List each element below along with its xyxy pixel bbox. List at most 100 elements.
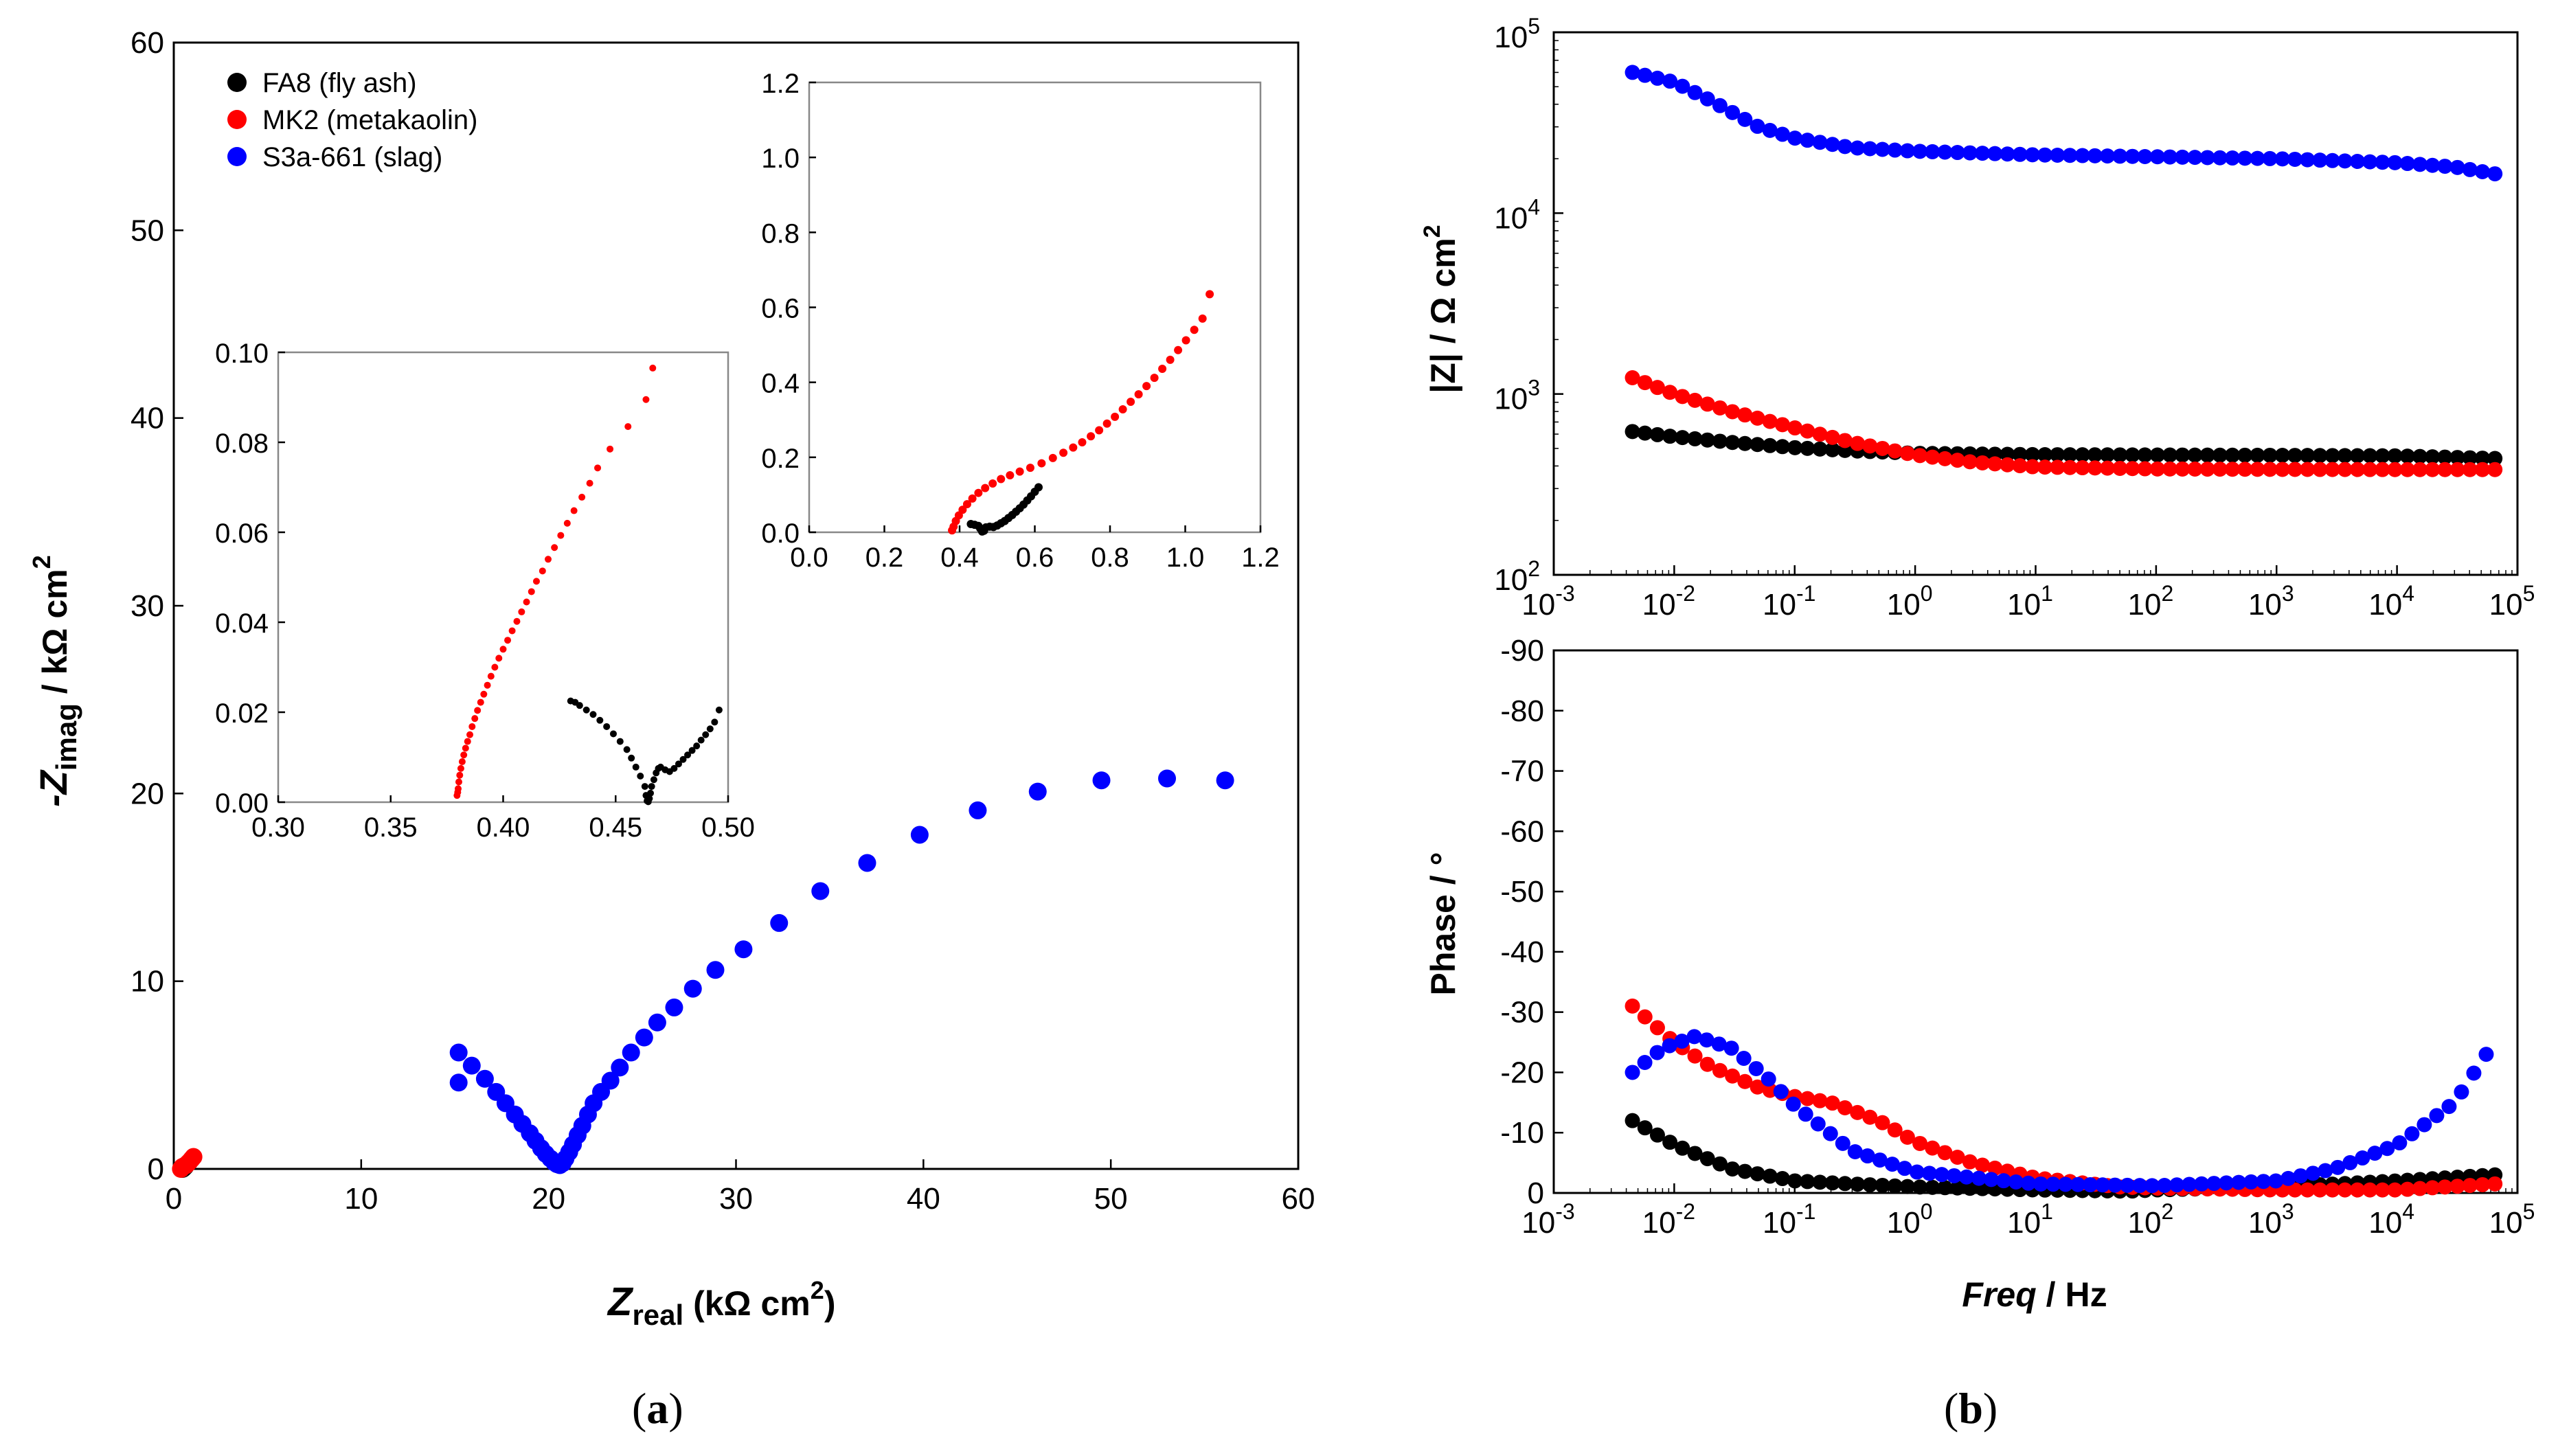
point-s3a-661-slag bbox=[2404, 1126, 2420, 1141]
point-fa8-fly-ash bbox=[670, 764, 678, 772]
point-mk2-metakaolin bbox=[2487, 462, 2503, 477]
point-mk2-metakaolin bbox=[460, 751, 468, 759]
point-s3a-661-slag bbox=[2324, 152, 2340, 168]
point-mk2-metakaolin bbox=[2087, 460, 2103, 476]
point-s3a-661-slag bbox=[770, 913, 789, 932]
point-mk2-metakaolin bbox=[1912, 1135, 1928, 1151]
y-tick-label: -40 bbox=[1500, 935, 1544, 969]
point-s3a-661-slag bbox=[2375, 155, 2390, 170]
point-s3a-661-slag bbox=[1092, 771, 1111, 790]
point-fa8-fly-ash bbox=[632, 763, 640, 771]
point-fa8-fly-ash bbox=[2050, 447, 2065, 463]
point-s3a-661-slag bbox=[2293, 1168, 2309, 1184]
point-fa8-fly-ash bbox=[1787, 1173, 1803, 1189]
point-fa8-fly-ash bbox=[684, 751, 692, 759]
point-s3a-661-slag bbox=[1686, 1029, 1702, 1045]
point-mk2-metakaolin bbox=[480, 690, 488, 698]
inset-large-ticks: 0.0 0.2 0.4 0.6 0.8 1.0 1.2 0.0 0.2 0.4 0.6 0.8 1.0 1… bbox=[761, 69, 1279, 573]
point-s3a-661-slag bbox=[1850, 140, 1866, 156]
point-s3a-661-slag bbox=[1912, 144, 1928, 159]
point-mk2-metakaolin bbox=[1675, 389, 1690, 405]
point-mk2-metakaolin bbox=[1837, 433, 1853, 448]
point-s3a-661-slag bbox=[1909, 1164, 1925, 1180]
point-mk2-metakaolin bbox=[1166, 355, 1175, 364]
point-s3a-661-slag bbox=[1637, 1055, 1653, 1071]
y-tick-label: 1.2 bbox=[761, 69, 800, 99]
point-fa8-fly-ash bbox=[697, 736, 705, 744]
point-s3a-661-slag bbox=[1711, 1036, 1727, 1052]
point-s3a-661-slag bbox=[1875, 141, 1890, 157]
point-s3a-661-slag bbox=[2012, 146, 2028, 162]
point-mk2-metakaolin bbox=[2362, 462, 2378, 477]
y-tick-label: 105 bbox=[1494, 14, 1540, 54]
point-fa8-fly-ash bbox=[2324, 448, 2340, 464]
point-mk2-metakaolin bbox=[2050, 459, 2065, 475]
point-s3a-661-slag bbox=[2107, 1177, 2123, 1193]
point-mk2-metakaolin bbox=[457, 764, 464, 772]
point-fa8-fly-ash bbox=[2175, 447, 2191, 463]
x-tick-label: 60 bbox=[1282, 1182, 1315, 1216]
point-mk2-metakaolin bbox=[471, 715, 479, 723]
y-tick-label: 40 bbox=[131, 402, 164, 435]
point-mk2-metakaolin bbox=[491, 663, 499, 671]
x-tick-label: 0.8 bbox=[1091, 543, 1129, 573]
point-fa8-fly-ash bbox=[1712, 433, 1728, 449]
point-s3a-661-slag bbox=[1949, 145, 1965, 161]
point-mk2-metakaolin bbox=[2024, 459, 2040, 475]
x-tick-label: 0.2 bbox=[865, 543, 904, 573]
point-mk2-metakaolin bbox=[1150, 374, 1159, 383]
point-fa8-fly-ash bbox=[2425, 449, 2441, 465]
point-fa8-fly-ash bbox=[2462, 450, 2478, 466]
point-s3a-661-slag bbox=[2416, 1117, 2432, 1133]
point-fa8-fly-ash bbox=[603, 723, 611, 730]
point-mk2-metakaolin bbox=[504, 637, 512, 644]
point-s3a-661-slag bbox=[1862, 141, 1878, 157]
point-mk2-metakaolin bbox=[1206, 290, 1214, 299]
point-fa8-fly-ash bbox=[1712, 1156, 1728, 1172]
point-mk2-metakaolin bbox=[1725, 404, 1741, 420]
point-s3a-661-slag bbox=[2392, 1135, 2408, 1151]
point-fa8-fly-ash bbox=[2362, 448, 2378, 464]
point-mk2-metakaolin bbox=[184, 1148, 203, 1166]
point-fa8-fly-ash bbox=[2287, 448, 2303, 464]
point-s3a-661-slag bbox=[2399, 156, 2415, 172]
y-tick-label: 0.04 bbox=[215, 608, 269, 639]
point-mk2-metakaolin bbox=[2212, 462, 2228, 477]
point-fa8-fly-ash bbox=[1875, 1177, 1890, 1193]
point-mk2-metakaolin bbox=[1975, 455, 1991, 470]
point-s3a-661-slag bbox=[2087, 148, 2103, 163]
point-s3a-661-slag bbox=[1958, 1169, 1974, 1185]
y-tick-label: 0.6 bbox=[761, 294, 800, 324]
x-tick-label: 0.4 bbox=[940, 543, 979, 573]
y-tick-label: -70 bbox=[1500, 755, 1544, 788]
point-mk2-metakaolin bbox=[2250, 462, 2265, 477]
point-s3a-661-slag bbox=[1859, 1148, 1875, 1164]
point-s3a-661-slag bbox=[2162, 149, 2178, 165]
point-fa8-fly-ash bbox=[1925, 1179, 1940, 1195]
point-s3a-661-slag bbox=[2425, 157, 2441, 173]
point-mk2-metakaolin bbox=[539, 567, 546, 575]
point-s3a-661-slag bbox=[683, 979, 702, 998]
point-s3a-661-slag bbox=[2462, 161, 2478, 177]
point-s3a-661-slag bbox=[2441, 1099, 2457, 1115]
point-fa8-fly-ash bbox=[648, 783, 655, 790]
point-mk2-metakaolin bbox=[2375, 462, 2390, 477]
point-mk2-metakaolin bbox=[1887, 443, 1903, 459]
point-mk2-metakaolin bbox=[1774, 417, 1790, 433]
point-mk2-metakaolin bbox=[2112, 460, 2128, 476]
point-mk2-metakaolin bbox=[1637, 375, 1653, 391]
point-mk2-metakaolin bbox=[2350, 1182, 2366, 1198]
point-mk2-metakaolin bbox=[528, 588, 535, 595]
y-tick-label: -30 bbox=[1500, 996, 1544, 1030]
point-s3a-661-slag bbox=[1662, 1038, 1677, 1054]
x-tick-label: 10-1 bbox=[1763, 1199, 1815, 1240]
legend-marker-mk2 bbox=[227, 110, 247, 129]
point-s3a-661-slag bbox=[1737, 111, 1753, 127]
point-fa8-fly-ash bbox=[1750, 1166, 1765, 1182]
point-mk2-metakaolin bbox=[551, 544, 558, 551]
point-fa8-fly-ash bbox=[1787, 440, 1803, 455]
point-mk2-metakaolin bbox=[578, 493, 586, 501]
point-mk2-metakaolin bbox=[2362, 1182, 2378, 1198]
point-mk2-metakaolin bbox=[499, 646, 507, 653]
point-mk2-metakaolin bbox=[1949, 453, 1965, 468]
